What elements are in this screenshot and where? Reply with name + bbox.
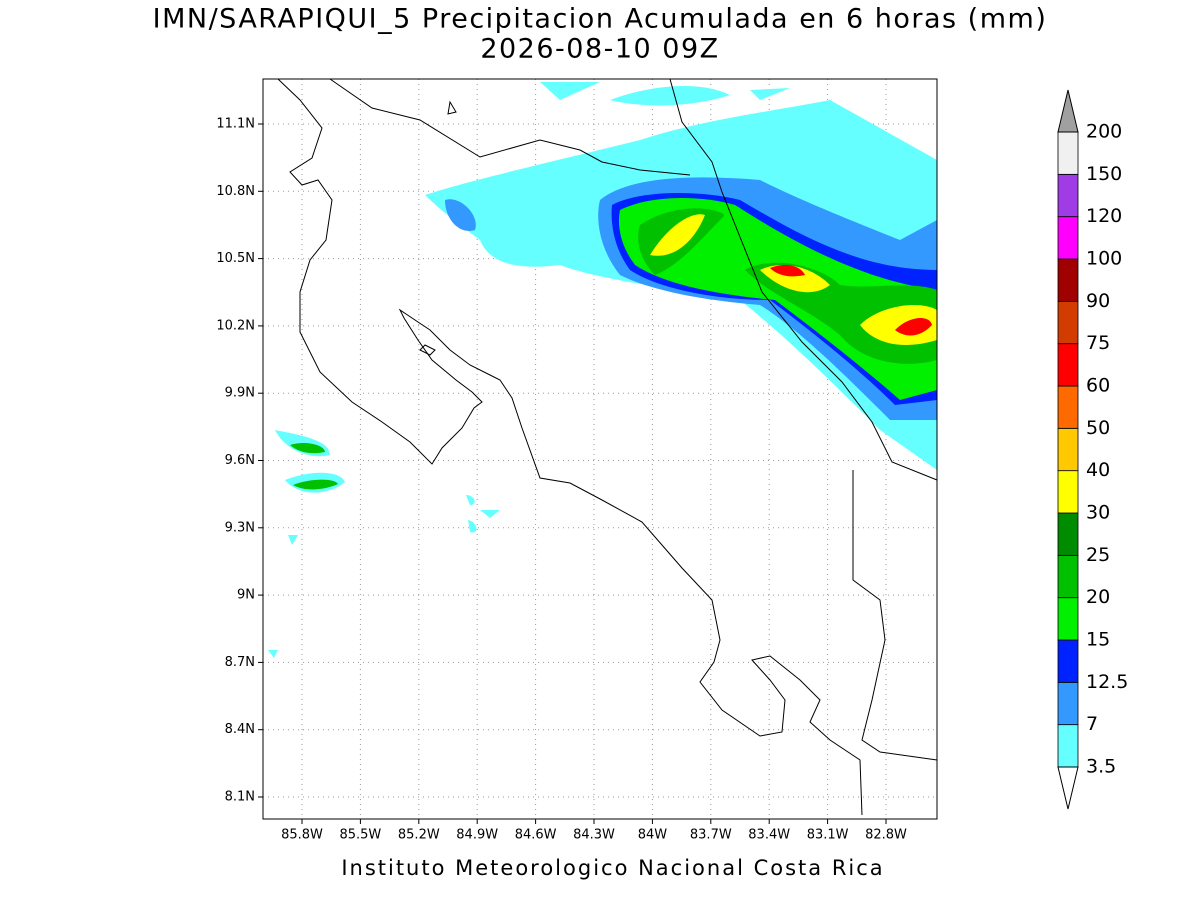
- lat-label: 8.4N: [225, 722, 255, 737]
- colorbar-label: 50: [1086, 417, 1110, 439]
- colorbar-segment: [1057, 681, 1079, 726]
- subtitle: 2026-08-10 09Z: [480, 34, 719, 65]
- colorbar-label: 90: [1086, 290, 1110, 312]
- lon-label: 85.8W: [281, 828, 323, 843]
- colorbar-label: 20: [1086, 586, 1110, 608]
- coastline: [277, 78, 938, 816]
- lat-label: 8.1N: [225, 790, 255, 805]
- colorbar-label: 120: [1086, 205, 1122, 227]
- colorbar-segment: [1057, 385, 1079, 429]
- colorbar-label: 30: [1086, 502, 1110, 524]
- precipitation-field: [268, 82, 937, 658]
- lon-label: 83.7W: [690, 828, 732, 843]
- colorbar-segment: [1057, 131, 1079, 175]
- lat-label: 9N: [237, 588, 255, 603]
- colorbar-segment: [1057, 554, 1079, 599]
- colorbar-label: 150: [1086, 163, 1122, 185]
- colorbar-segment: [1057, 597, 1079, 641]
- colorbar-label: 7: [1086, 713, 1098, 735]
- colorbar-segment: [1057, 427, 1079, 472]
- lat-label: 9.3N: [225, 520, 255, 535]
- lon-label: 84.9W: [456, 828, 498, 843]
- colorbar-segment: [1057, 639, 1079, 683]
- colorbar-label: 60: [1086, 375, 1110, 397]
- colorbar-label: 100: [1086, 248, 1122, 270]
- colorbar: 3.5 7 12.5 15 20 25 30 40 50 60 75 90 100 120 150 200: [1057, 89, 1128, 810]
- lat-label: 8.7N: [225, 655, 255, 670]
- colorbar-segment: [1057, 470, 1079, 514]
- lon-label: 85.2W: [398, 828, 440, 843]
- colorbar-segment: [1057, 300, 1079, 345]
- lon-label: 85.5W: [339, 828, 381, 843]
- lat-label: 9.6N: [225, 453, 255, 468]
- lon-label: 82.8W: [865, 828, 907, 843]
- colorbar-label: 15: [1086, 629, 1110, 651]
- colorbar-label: 75: [1086, 332, 1110, 354]
- lon-label: 84.6W: [515, 828, 557, 843]
- colorbar-segment: [1057, 216, 1079, 260]
- map-frame: [262, 78, 938, 820]
- colorbar-under: [1057, 766, 1079, 810]
- lon-label: 83.4W: [748, 828, 790, 843]
- lat-label: 10.2N: [216, 318, 255, 333]
- lon-label: 84.3W: [573, 828, 615, 843]
- colorbar-over: [1057, 89, 1079, 133]
- colorbar-segment: [1057, 724, 1079, 768]
- colorbar-label: 25: [1086, 544, 1110, 566]
- colorbar-label: 40: [1086, 459, 1110, 481]
- colorbar-label: 3.5: [1086, 756, 1116, 778]
- lon-label: 83.1W: [807, 828, 849, 843]
- colorbar-segment: [1057, 343, 1079, 387]
- colorbar-label: 200: [1086, 121, 1122, 143]
- colorbar-label: 12.5: [1086, 671, 1128, 693]
- colorbar-segment: [1057, 258, 1079, 302]
- lon-label: 84W: [638, 828, 668, 843]
- colorbar-segment: [1057, 512, 1079, 556]
- lat-label: 11.1N: [216, 117, 255, 132]
- colorbar-segment: [1057, 173, 1079, 218]
- lat-label: 9.9N: [225, 386, 255, 401]
- title: IMN/SARAPIQUI_5 Precipitacion Acumulada …: [153, 4, 1048, 35]
- lat-label: 10.8N: [216, 184, 255, 199]
- lat-label: 10.5N: [216, 251, 255, 266]
- footer: Instituto Meteorologico Nacional Costa R…: [341, 856, 884, 880]
